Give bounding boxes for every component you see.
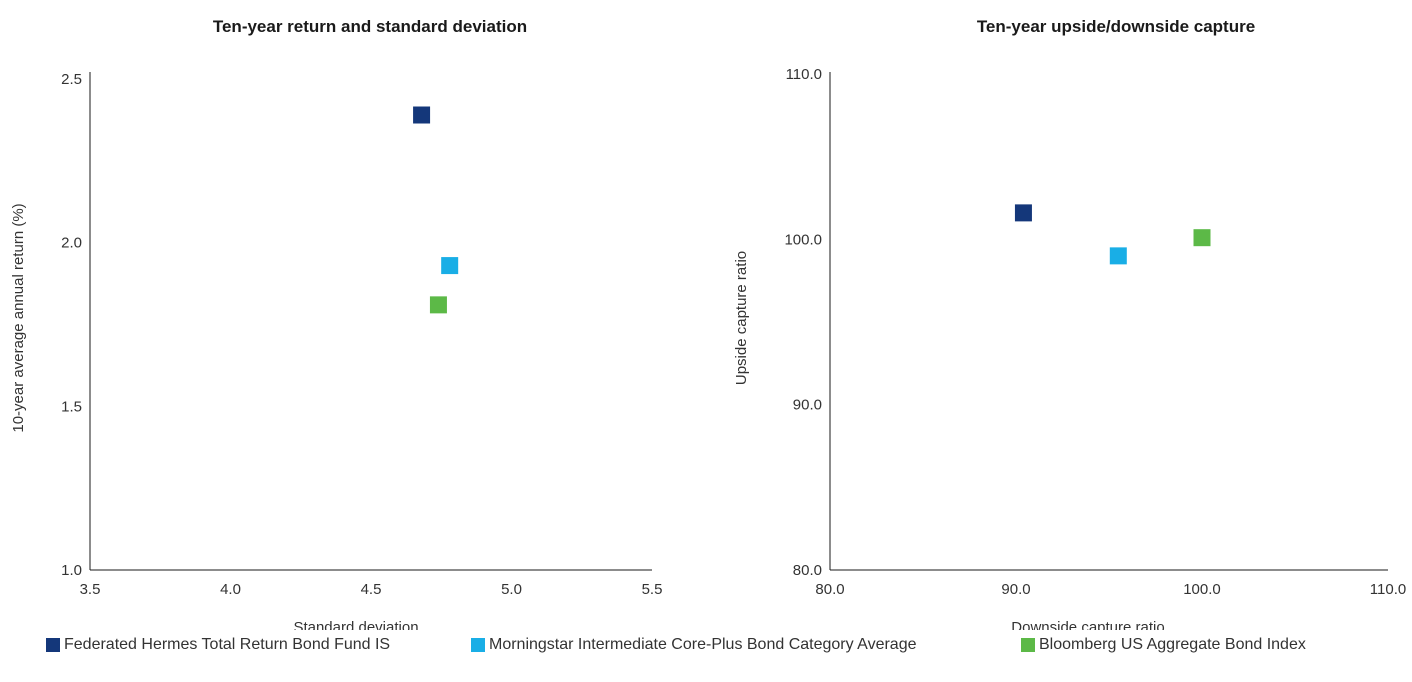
chart-upside-downside-capture: Ten-year upside/downside capture 80.0 90.… [733, 17, 1406, 630]
x-tick-label: 5.0 [501, 581, 522, 598]
data-point-marker [1014, 204, 1032, 222]
y-axis-label: 10-year average annual return (%) [10, 203, 27, 432]
x-tick-label: 90.0 [1001, 581, 1030, 598]
data-point-marker [413, 106, 431, 124]
data-point-marker [1109, 247, 1127, 265]
x-tick-label: 80.0 [815, 581, 844, 598]
x-tick-label: 4.5 [361, 581, 382, 598]
legend-swatch [471, 638, 485, 652]
x-tick-label: 4.0 [220, 581, 241, 598]
x-tick-label: 110.0 [1370, 581, 1406, 598]
y-tick-label: 2.5 [61, 71, 82, 88]
legend-item-fund: Federated Hermes Total Return Bond Fund … [46, 636, 390, 654]
y-tick-label: 110.0 [786, 66, 822, 83]
x-tick-label: 100.0 [1183, 581, 1221, 598]
data-point-marker [429, 296, 447, 314]
chart-return-vs-stddev: Ten-year return and standard deviation 3… [10, 17, 662, 630]
legend-swatch [1021, 638, 1035, 652]
x-axis-label: Standard deviation [293, 619, 418, 630]
legend: Federated Hermes Total Return Bond Fund … [0, 636, 1412, 666]
x-axis-label: Downside capture ratio [1011, 619, 1164, 630]
data-points [1014, 204, 1211, 265]
legend-label: Bloomberg US Aggregate Bond Index [1039, 636, 1306, 653]
x-tick-label: 3.5 [80, 581, 101, 598]
tick-labels: 3.5 4.0 4.5 5.0 5.5 1.0 1.5 2.0 2.5 [61, 71, 662, 598]
chart-title: Ten-year upside/downside capture [977, 17, 1255, 36]
y-tick-label: 1.5 [61, 398, 82, 415]
y-tick-label: 80.0 [793, 562, 822, 579]
legend-item-category-average: Morningstar Intermediate Core-Plus Bond … [471, 636, 916, 654]
data-point-marker [441, 257, 459, 275]
legend-swatch [46, 638, 60, 652]
x-tick-label: 5.5 [642, 581, 663, 598]
legend-label: Morningstar Intermediate Core-Plus Bond … [489, 636, 917, 653]
y-tick-label: 90.0 [793, 397, 822, 414]
tick-labels: 80.0 90.0 100.0 110.0 80.0 90.0 100.0 110.0 [784, 66, 1406, 598]
legend-item-index: Bloomberg US Aggregate Bond Index [1021, 636, 1306, 654]
y-tick-label: 1.0 [61, 562, 82, 579]
y-tick-label: 100.0 [784, 231, 822, 248]
legend-label: Federated Hermes Total Return Bond Fund … [64, 636, 391, 653]
data-points [413, 106, 459, 314]
y-axis-label: Upside capture ratio [733, 251, 750, 385]
data-point-marker [1193, 229, 1211, 247]
y-tick-label: 2.0 [61, 235, 82, 252]
chart-title: Ten-year return and standard deviation [213, 17, 527, 36]
charts-canvas: Ten-year return and standard deviation 3… [10, 17, 1406, 630]
